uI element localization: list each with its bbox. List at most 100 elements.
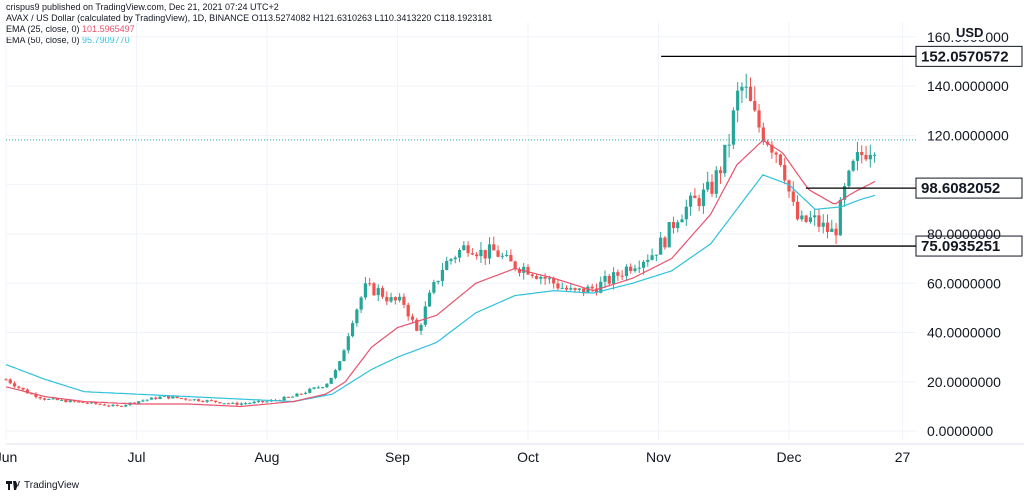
candle-body — [17, 386, 21, 388]
candle-body — [552, 278, 556, 284]
candle-body — [115, 404, 119, 406]
candle-body — [457, 250, 462, 258]
candle-body — [496, 250, 500, 257]
candle-body — [539, 276, 543, 279]
candle-body — [68, 400, 72, 403]
candle-body — [445, 260, 449, 270]
candle-body — [380, 288, 385, 297]
candle-body — [667, 222, 671, 248]
y-tick-label: 120.0000000 — [927, 127, 1009, 143]
candle-body — [355, 309, 359, 324]
candle-body — [98, 403, 102, 405]
candle-body — [248, 403, 252, 405]
candle-body — [872, 154, 877, 156]
candle-body — [81, 401, 85, 403]
candle-body — [282, 396, 286, 401]
candle-body — [761, 127, 765, 142]
tradingview-brand: TradingView — [24, 480, 80, 491]
candle-body — [119, 405, 124, 407]
candle-body — [252, 401, 256, 404]
candle-body — [671, 222, 676, 229]
candle-body — [697, 198, 701, 207]
candle-body — [316, 387, 320, 389]
candle-body — [864, 155, 868, 160]
candle-body — [650, 255, 654, 260]
candle-body — [149, 397, 154, 400]
candle-body — [158, 396, 162, 399]
x-tick-label: Jul — [128, 449, 146, 465]
ohlc-values: O113.5274082 H121.6310263 L110.3413220 C… — [251, 13, 493, 23]
candle-body — [462, 245, 466, 251]
candle-body — [51, 398, 55, 400]
candle-body — [188, 399, 192, 401]
candle-body — [85, 402, 89, 404]
candle-body — [137, 401, 141, 404]
candle-body — [179, 398, 184, 400]
currency-label: USD — [954, 25, 986, 40]
candle-body — [107, 405, 111, 407]
candle-body — [727, 144, 731, 146]
candle-body — [60, 399, 64, 401]
candle-body — [162, 395, 166, 397]
candle-body — [350, 323, 355, 337]
candle-body — [402, 296, 406, 305]
candle-body — [787, 180, 791, 192]
x-tick-label: Sep — [385, 449, 410, 465]
candle-body — [744, 86, 748, 88]
candle-body — [372, 283, 376, 296]
candle-body — [808, 217, 812, 222]
candle-body — [338, 361, 342, 371]
y-tick-label: 140.0000000 — [927, 78, 1009, 94]
candle-body — [834, 228, 838, 236]
candle-body — [427, 292, 432, 307]
tradingview-logo-icon — [6, 481, 20, 490]
candle-body — [64, 399, 68, 403]
tradingview-footer: TradingView — [6, 480, 79, 491]
candle-body — [261, 400, 265, 403]
candle-body — [111, 404, 115, 406]
candle-body — [196, 399, 201, 402]
candle-body — [500, 255, 504, 257]
candle-body — [440, 269, 445, 281]
candle-body — [569, 288, 573, 290]
candle-body — [368, 283, 372, 285]
y-tick-label: 60.0000000 — [927, 275, 1001, 291]
level-label-box — [915, 235, 1023, 257]
candle-body — [124, 404, 128, 407]
candle-body — [778, 154, 783, 165]
candle-body — [102, 404, 107, 406]
candle-body — [684, 206, 688, 220]
candle-body — [25, 389, 29, 394]
candle-body — [586, 286, 590, 294]
candle-body — [47, 398, 51, 400]
candle-body — [855, 151, 860, 161]
candle-body — [560, 287, 564, 289]
candle-body — [42, 398, 47, 400]
candle-body — [774, 152, 778, 155]
candle-body — [770, 144, 774, 153]
candle-body — [590, 286, 594, 289]
candle-body — [205, 400, 209, 402]
candle-body — [303, 392, 308, 394]
candle-body — [184, 398, 188, 400]
candle-body — [72, 400, 77, 402]
candle-body — [295, 393, 299, 397]
candle-body — [398, 296, 402, 301]
candle-body — [706, 181, 710, 190]
candle-body — [4, 379, 8, 381]
candle-body — [171, 396, 175, 399]
x-tick-label: Jun — [0, 449, 17, 465]
candle-body — [594, 288, 599, 293]
candle-body — [453, 257, 457, 260]
candle-body — [321, 387, 325, 389]
candle-body — [783, 164, 787, 181]
candle-body — [415, 319, 419, 331]
candle-body — [817, 215, 821, 227]
candle-body — [736, 90, 740, 111]
candle-body — [166, 395, 171, 399]
candle-body — [530, 274, 534, 277]
candle-body — [325, 383, 329, 388]
candle-body — [637, 267, 641, 269]
candle-body — [534, 276, 539, 279]
